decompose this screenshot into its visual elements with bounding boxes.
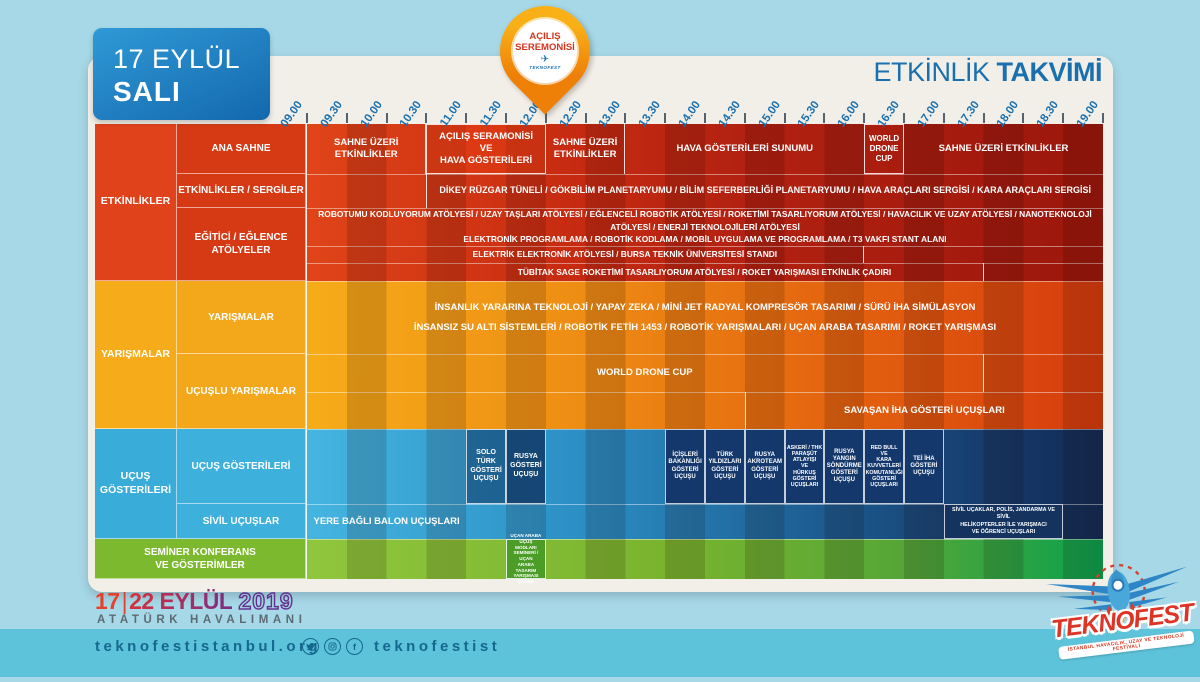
row-bg-sergiler <box>307 174 1103 208</box>
time-tick-mark <box>1062 113 1065 123</box>
row-bg-ana-sahne <box>307 124 1103 174</box>
event-cell: SİVİL UÇAKLAR, POLİS, JANDARMA VE SİVİL … <box>943 504 1064 539</box>
festival-date-separator: | <box>121 588 128 614</box>
row-label-sivil-ucuslar: SİVİL UÇUŞLAR <box>177 504 306 539</box>
time-tick-mark <box>465 113 468 123</box>
time-tick-mark <box>425 113 428 123</box>
event-cell: RUSYA YANGIN SÖNDÜRME GÖSTERİ UÇUŞU <box>824 429 865 504</box>
event-cell: TÜBİTAK SAGE ROKETİMİ TASARLIYORUM ATÖLY… <box>426 263 984 281</box>
row-label-ana-sahne: ANA SAHNE <box>177 124 306 174</box>
time-tick-mark <box>1022 113 1025 123</box>
day-text: SALI <box>113 76 181 107</box>
event-cell: TÜRK YILDIZLARI GÖSTERİ UÇUŞU <box>705 429 745 504</box>
event-cell: WORLD DRONE CUP <box>307 354 984 392</box>
time-tick-mark <box>823 113 826 123</box>
event-cell: SOLO TÜRK GÖSTERİ UÇUŞU <box>466 429 506 504</box>
plane-icon: ✈ <box>540 54 550 66</box>
time-tick-mark <box>863 113 866 123</box>
row-bg-atolye-1 <box>307 208 1103 246</box>
venue-text: ATATÜRK HAVALIMANI <box>97 614 307 626</box>
event-cell: ELEKTRİK ELEKTRONİK ATÖLYESİ / BURSA TEK… <box>387 246 865 263</box>
festival-date-start: 17 <box>95 588 120 614</box>
row-label-yarismalar: YARIŞMALAR <box>177 281 306 354</box>
row-bg-ucuslu-2 <box>307 392 1103 429</box>
row-bg-atolye-3 <box>307 263 1103 281</box>
event-cell: TEİ İHA GÖSTERİ UÇUŞU <box>904 429 944 504</box>
page-title: ETKİNLİK TAKVİMİ <box>830 57 1102 88</box>
event-cell: SAHNE ÜZERİ ETKİNLİKLER <box>938 143 1069 155</box>
time-tick-mark <box>1102 113 1104 123</box>
event-cell: RED BULL VE KARA KUVVETLERİ KOMUTANLIĞI … <box>864 429 904 504</box>
group-label-yarismalar: YARIŞMALAR <box>95 281 177 429</box>
event-cell: RUSYA AKROTEAM GÖSTERİ UÇUŞU <box>744 429 785 504</box>
time-tick-mark <box>584 113 587 123</box>
event-cell: HAVA GÖSTERİLERİ SUNUMU <box>676 143 814 155</box>
festival-date: 17|22 EYLÜL 2019 <box>95 587 294 615</box>
time-tick-mark <box>982 113 985 123</box>
footer-band <box>0 629 1200 677</box>
event-cell: UÇAN ARABA UÇUŞ MODLARI SEMİNERİ / UÇAN … <box>506 533 546 584</box>
facebook-icon[interactable]: f <box>346 638 363 655</box>
row-label-ucuslu-yarismalar: UÇUŞLU YARIŞMALAR <box>177 354 306 429</box>
schedule-grid: SAHNE ÜZERİ ETKİNLİKLER AÇILIŞ SERAMONİS… <box>306 124 1103 584</box>
row-label-atolyeler: EĞİTİCİ / EĞLENCE ATÖLYELER <box>177 208 306 281</box>
time-tick-mark <box>624 113 627 123</box>
time-tick-mark <box>345 113 348 123</box>
event-cell: İNSANLIK YARARINA TEKNOLOJİ / YAPAY ZEKA… <box>413 301 997 333</box>
row-label-ucus-gosterileri: UÇUŞ GÖSTERİLERİ <box>177 429 306 504</box>
page-title-bold: TAKVİMİ <box>996 57 1103 87</box>
time-tick-mark <box>544 113 547 123</box>
page-title-light: ETKİNLİK <box>873 57 990 87</box>
festival-year: 2019 <box>238 587 294 614</box>
group-label-etkinlikler: ETKİNLİKLER <box>95 124 177 281</box>
time-tick-mark <box>306 113 308 123</box>
website-link[interactable]: teknofestistanbul.org <box>95 638 322 655</box>
date-text: 17 EYLÜL <box>113 44 241 74</box>
date-box: 17 EYLÜL SALI <box>93 28 270 120</box>
event-cell: DİKEY RÜZGAR TÜNELİ / GÖKBİLİM PLANETARY… <box>426 174 1103 208</box>
badge-logo-text: TEKNOFEST <box>529 65 561 71</box>
time-tick-mark <box>903 113 905 123</box>
row-bg-yarismalar <box>307 281 1103 354</box>
twitter-icon[interactable] <box>302 638 319 655</box>
opening-ceremony-badge: AÇILIŞ SEREMONİSİ ✈ TEKNOFEST <box>481 0 609 124</box>
social-handle[interactable]: teknofestist <box>374 638 501 655</box>
time-tick-mark <box>743 113 746 123</box>
event-cell: ROBOTUMU KODLUYORUM ATÖLYESİ / UZAY TAŞL… <box>318 209 1092 245</box>
group-label-seminer: SEMİNER KONFERANS VE GÖSTERİMLER <box>95 539 306 579</box>
event-cell: AÇILIŞ SERAMONİSİ VE HAVA GÖSTERİLERİ <box>426 124 546 174</box>
event-cell: ASKERİ / THK PARAŞÜT ATLAYIŞI VE HÜRKUŞ … <box>784 429 825 504</box>
social-links: f teknofestist <box>302 638 500 655</box>
event-cell: SAHNE ÜZERİ ETKİNLİKLER <box>546 124 626 174</box>
row-bg-ucuslu-1 <box>307 354 1103 392</box>
badge-text: AÇILIŞ SEREMONİSİ <box>515 30 575 53</box>
event-cell: SAVAŞAN İHA GÖSTERİ UÇUŞLARI <box>744 392 1103 429</box>
row-label-sergiler: ETKİNLİKLER / SERGİLER <box>177 174 306 208</box>
time-tick-mark <box>704 113 706 123</box>
row-bg-seminer <box>307 539 1103 579</box>
time-tick-mark <box>385 113 388 123</box>
row-bg-atolye-2 <box>307 246 1103 263</box>
time-tick-mark <box>505 113 507 123</box>
time-tick-mark <box>783 113 786 123</box>
festival-date-end: 22 EYLÜL <box>129 588 233 614</box>
event-cell: SAHNE ÜZERİ ETKİNLİKLER <box>307 124 427 174</box>
event-cell: İÇİŞLERİ BAKANLIĞI GÖSTERİ UÇUŞU <box>665 429 705 504</box>
event-cell: RUSYA GÖSTERİ UÇUŞU <box>506 429 546 504</box>
event-cell: WORLD DRONE CUP <box>864 124 904 174</box>
teknofest-logo: TEKNOFEST İSTANBUL HAVACILIK, UZAY VE TE… <box>1036 554 1200 682</box>
rocket-wings-icon <box>1046 564 1188 624</box>
time-tick-mark <box>942 113 945 123</box>
time-tick-mark <box>664 113 667 123</box>
badge-circle: AÇILIŞ SEREMONİSİ ✈ TEKNOFEST <box>513 19 577 83</box>
event-cell: YERE BAĞLI BALON UÇUŞLARI <box>313 515 460 527</box>
group-label-ucus-gosterileri: UÇUŞ GÖSTERİLERİ <box>95 429 177 539</box>
instagram-icon[interactable] <box>324 638 341 655</box>
